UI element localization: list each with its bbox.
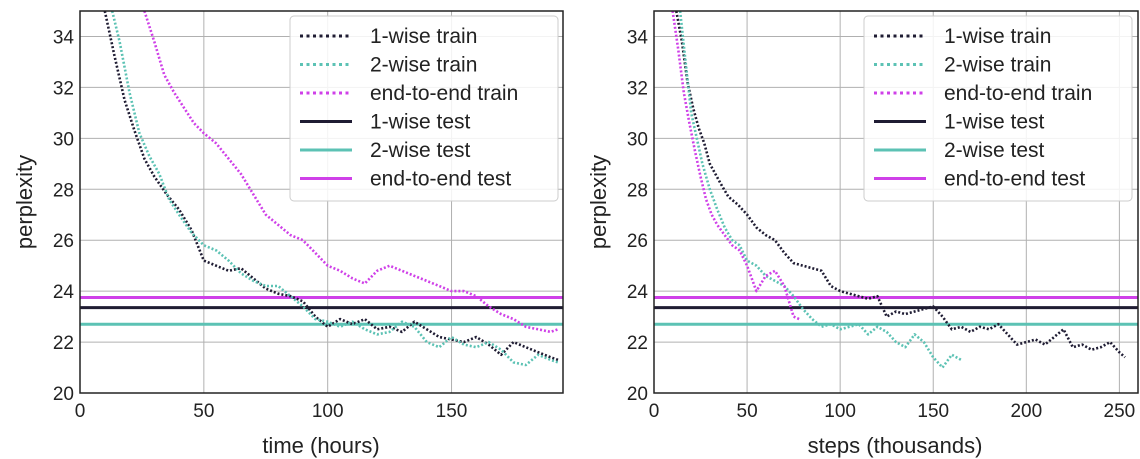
legend-label: end-to-end test <box>944 168 1085 191</box>
legend-label: 1-wise train <box>944 25 1051 48</box>
x-tick-label: 100 <box>824 401 856 422</box>
y-tick-label: 20 <box>627 384 648 405</box>
y-tick-label: 20 <box>53 384 74 405</box>
y-tick-labels: 20 22 24 26 28 30 32 34 <box>627 27 649 405</box>
legend-label: end-to-end train <box>944 82 1092 105</box>
legend-label: end-to-end train <box>370 82 518 105</box>
plot-frame <box>653 10 1139 394</box>
train-line <box>678 10 962 369</box>
y-tick-label: 22 <box>627 333 648 354</box>
x-tick-label: 150 <box>436 401 468 422</box>
y-tick-label: 22 <box>53 333 74 354</box>
y-tick-label: 28 <box>53 180 74 201</box>
train-line <box>143 10 559 334</box>
y-axis-label: perplexity <box>586 155 611 249</box>
y-tick-label: 30 <box>627 129 648 150</box>
train-line <box>675 10 1126 359</box>
plot-frame <box>79 10 564 394</box>
train-lines <box>671 10 1126 369</box>
x-axis-label: steps (thousands) <box>808 433 983 458</box>
y-tick-label: 24 <box>627 282 649 303</box>
legend: 1-wise train 2-wise train end-to-end train… <box>863 15 1133 202</box>
x-tick-label: 150 <box>917 401 949 422</box>
y-tick-labels: 20 22 24 26 28 30 32 34 <box>53 27 75 405</box>
x-tick-label: 250 <box>1104 401 1136 422</box>
test-lines <box>80 296 563 326</box>
y-tick-label: 34 <box>627 27 649 48</box>
legend-label: 1-wise test <box>370 111 471 134</box>
x-tick-labels: 0 50 100 150 200 250 <box>649 401 1136 422</box>
y-tick-label: 26 <box>53 231 74 252</box>
legend: 1-wise train 2-wise train end-to-end train… <box>289 15 559 202</box>
legend-box <box>289 15 559 202</box>
y-axis-label: perplexity <box>12 155 37 249</box>
y-tick-label: 34 <box>53 27 75 48</box>
y-tick-label: 30 <box>53 129 74 150</box>
legend-box <box>863 15 1133 202</box>
y-tick-label: 32 <box>627 78 648 99</box>
y-tick-label: 24 <box>53 282 75 303</box>
legend-label: 1-wise test <box>944 111 1045 134</box>
train-line <box>671 10 800 321</box>
legend-label: end-to-end test <box>370 168 511 191</box>
legend-label: 2-wise test <box>370 139 471 162</box>
train-lines <box>103 10 559 367</box>
x-tick-label: 50 <box>737 401 758 422</box>
legend-label: 2-wise train <box>370 54 477 77</box>
train-line <box>103 10 559 362</box>
x-tick-label: 0 <box>649 401 660 422</box>
right-chart-panel: 0 50 100 150 200 250 20 22 24 26 28 30 32 34 steps (… <box>586 10 1139 458</box>
x-tick-label: 100 <box>312 401 344 422</box>
x-tick-labels: 0 50 100 150 <box>75 401 468 422</box>
x-tick-label: 50 <box>193 401 214 422</box>
legend-label: 2-wise train <box>944 54 1051 77</box>
test-lines <box>654 296 1138 326</box>
y-tick-label: 26 <box>627 231 648 252</box>
x-tick-label: 200 <box>1010 401 1042 422</box>
train-line <box>110 10 559 367</box>
legend-label: 1-wise train <box>370 25 477 48</box>
x-tick-label: 0 <box>75 401 86 422</box>
y-tick-label: 28 <box>627 180 648 201</box>
y-tick-label: 32 <box>53 78 74 99</box>
legend-label: 2-wise test <box>944 139 1045 162</box>
x-axis-label: time (hours) <box>262 433 379 458</box>
